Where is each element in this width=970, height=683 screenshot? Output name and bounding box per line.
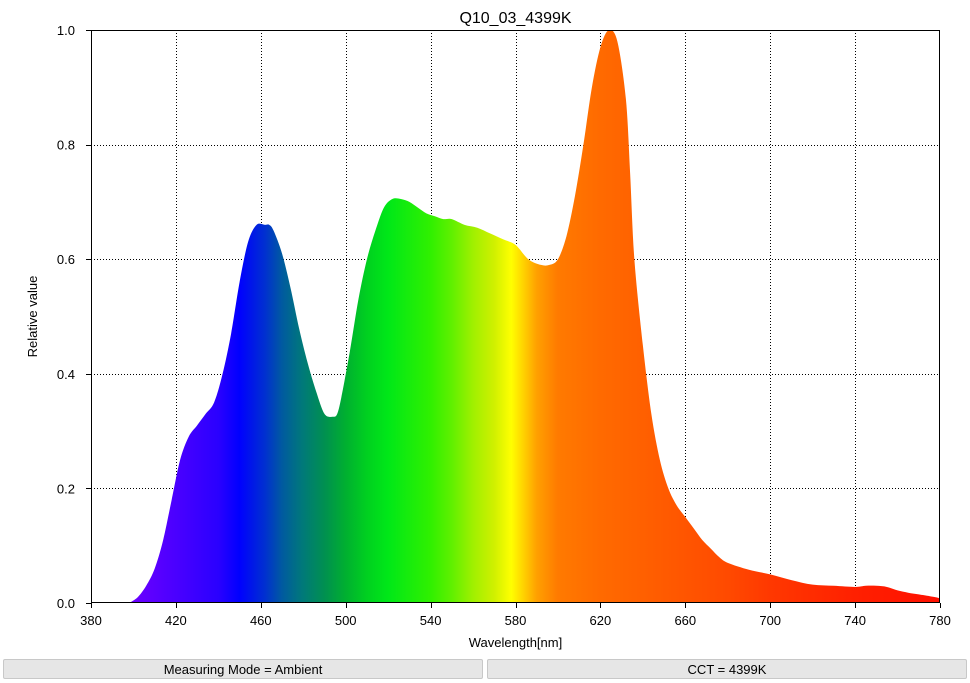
- axis-ticks: 380 420 460 500 540 580 620 660 700 740 780 0.0 0.2 0…: [57, 23, 951, 628]
- spectrum-area: [129, 30, 940, 603]
- spectrum-chart: Q10_03_4399K 380 420 460 500 540 580 620 660 700…: [25, 10, 951, 650]
- cct-status: CCT = 4399K: [487, 659, 967, 679]
- x-axis-label: Wavelength[nm]: [469, 635, 562, 650]
- measuring-mode-status: Measuring Mode = Ambient: [3, 659, 483, 679]
- x-tick-label: 460: [250, 613, 272, 628]
- y-axis-label: Relative value: [25, 276, 40, 358]
- x-tick-label: 540: [420, 613, 442, 628]
- x-tick-label: 700: [759, 613, 781, 628]
- x-tick-label: 740: [844, 613, 866, 628]
- x-tick-label: 420: [165, 613, 187, 628]
- x-tick-label: 620: [590, 613, 612, 628]
- x-tick-label: 580: [505, 613, 527, 628]
- x-tick-label: 380: [80, 613, 102, 628]
- spectrum-area-layer: [129, 30, 940, 603]
- y-tick-label: 0.6: [57, 252, 75, 267]
- status-bar: Measuring Mode = Ambient CCT = 4399K: [0, 657, 970, 683]
- y-tick-label: 0.0: [57, 596, 75, 611]
- x-tick-label: 500: [335, 613, 357, 628]
- x-tick-label: 660: [674, 613, 696, 628]
- y-tick-label: 0.4: [57, 367, 75, 382]
- y-tick-label: 1.0: [57, 23, 75, 38]
- x-tick-label: 780: [929, 613, 951, 628]
- chart-title: Q10_03_4399K: [459, 10, 571, 27]
- plot-frame: [91, 30, 940, 603]
- y-tick-label: 0.8: [57, 138, 75, 153]
- y-tick-label: 0.2: [57, 481, 75, 496]
